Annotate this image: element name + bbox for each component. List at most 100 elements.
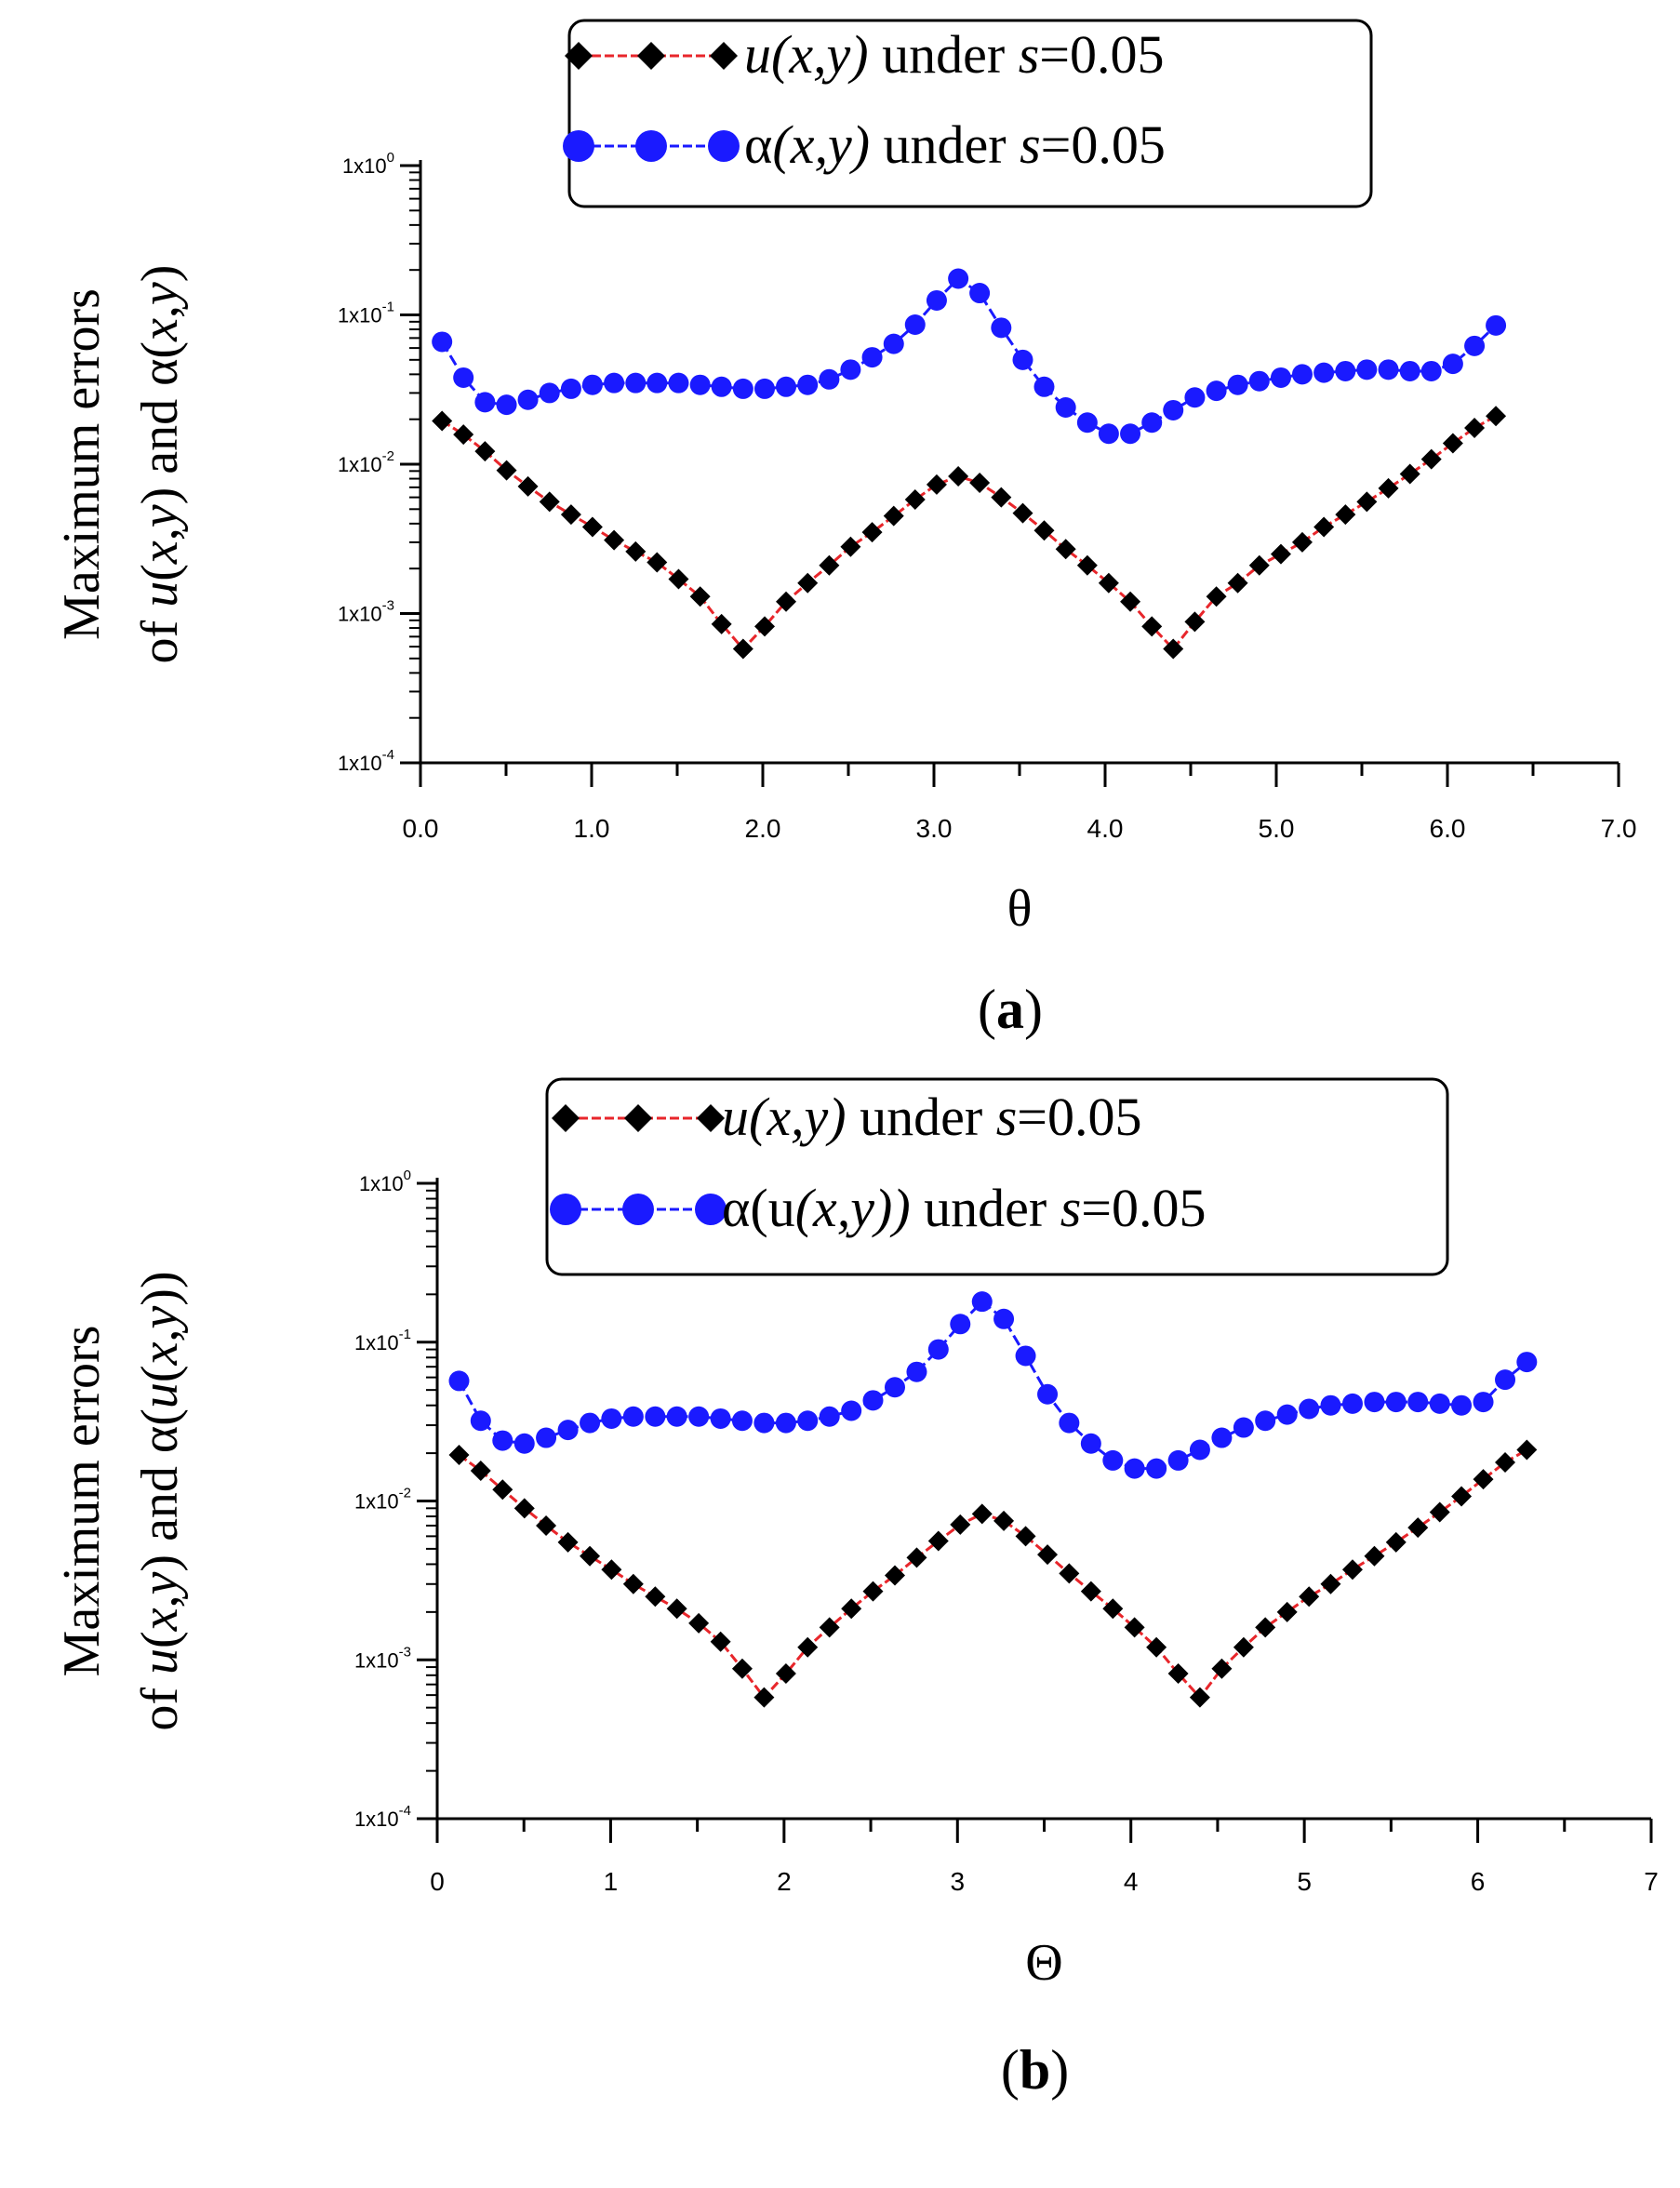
circle-point bbox=[926, 289, 947, 311]
diamond-point bbox=[1486, 406, 1507, 427]
circle-point bbox=[1320, 1394, 1341, 1416]
legend-s: s bbox=[996, 1087, 1018, 1147]
x-tick-label: 0.0 bbox=[403, 814, 439, 843]
diamond-point bbox=[560, 504, 581, 526]
diamond-point bbox=[1227, 572, 1248, 594]
y-tick-label: 1x10-1 bbox=[354, 1327, 411, 1354]
diamond-point bbox=[1495, 1452, 1516, 1474]
circle-point bbox=[448, 1370, 470, 1392]
circle-point bbox=[1080, 1433, 1101, 1454]
x-tick-label: 3.0 bbox=[916, 814, 953, 843]
circle-point bbox=[1184, 387, 1206, 408]
diamond-point bbox=[1055, 539, 1076, 560]
ylabel-prefix: of bbox=[131, 1674, 189, 1731]
y-axis-label-line2: of u(x,y) and α(x,y) bbox=[131, 265, 189, 664]
y-tick-exponent: 0 bbox=[387, 150, 394, 166]
legend-circle bbox=[695, 1194, 727, 1225]
diamond-point bbox=[819, 1617, 840, 1638]
legend-args: (x,y) bbox=[771, 24, 869, 85]
ylabel-comma: , bbox=[131, 527, 189, 540]
y-tick-base: 1x10 bbox=[338, 304, 382, 327]
circle-point bbox=[840, 359, 861, 380]
diamond-point bbox=[991, 487, 1012, 508]
diamond-point bbox=[1037, 1544, 1059, 1566]
circle-point bbox=[1407, 1392, 1429, 1413]
panel-label: (b) bbox=[1001, 2039, 1069, 2101]
y-tick-label: 1x10-2 bbox=[354, 1486, 411, 1514]
diamond-point bbox=[1015, 1526, 1036, 1547]
diamond-point bbox=[604, 529, 625, 551]
legend-s: s bbox=[1020, 114, 1041, 175]
x-tick-label: 2 bbox=[777, 1867, 792, 1896]
y-axis-label-line1: Maximum errors bbox=[53, 1326, 111, 1677]
legend-diamond bbox=[697, 1104, 725, 1132]
diamond-point bbox=[580, 1545, 601, 1567]
circle-point bbox=[536, 1427, 557, 1448]
diamond-point bbox=[453, 424, 474, 446]
diamond-point bbox=[926, 474, 947, 495]
diamond-point bbox=[1429, 1501, 1450, 1523]
panel-label: (a) bbox=[978, 979, 1043, 1040]
panel-b: 0 1 2 3 4 5 6 71x1001x10-11x10-21x10-31x10-4Θ(b… bbox=[53, 1077, 1659, 2101]
diamond-point bbox=[1442, 433, 1463, 454]
diamond-point bbox=[496, 460, 517, 481]
circle-point bbox=[513, 1433, 535, 1454]
circle-point bbox=[904, 314, 926, 336]
circle-point bbox=[1473, 1392, 1494, 1413]
y-tick-base: 1x10 bbox=[354, 1331, 399, 1354]
circle-point bbox=[1378, 359, 1399, 380]
ylabel-u: u bbox=[131, 1648, 189, 1674]
circle-point bbox=[1356, 359, 1378, 380]
y-tick-label: 1x10-1 bbox=[338, 300, 394, 327]
panel-a: 0.0 1.0 2.0 3.0 4.0 5.0 6.0 7.01x1001x10-11x10-… bbox=[53, 19, 1637, 1040]
circle-point bbox=[754, 378, 776, 399]
legend-fn: u bbox=[744, 24, 771, 85]
circle-point bbox=[539, 382, 560, 404]
legend-args: (x,y) bbox=[772, 114, 870, 175]
circle-point bbox=[861, 347, 883, 368]
circle-point bbox=[1033, 376, 1055, 397]
circle-point bbox=[1464, 335, 1486, 356]
x-tick-label: 5 bbox=[1297, 1867, 1312, 1896]
circle-point bbox=[819, 1406, 840, 1427]
ylabel-end: )) bbox=[131, 1271, 189, 1305]
x-tick-label: 7.0 bbox=[1601, 814, 1637, 843]
ylabel-paren: ( bbox=[131, 564, 189, 581]
ylabel-y: y bbox=[131, 1571, 189, 1599]
legend-value: =0.05 bbox=[1039, 24, 1164, 85]
y-tick-exponent: -2 bbox=[399, 1486, 411, 1501]
diamond-point bbox=[1248, 554, 1270, 576]
ylabel-x: x bbox=[131, 1608, 189, 1632]
diamond-point bbox=[647, 552, 668, 573]
diamond-point bbox=[1163, 638, 1184, 660]
circle-point bbox=[841, 1400, 862, 1421]
circle-point bbox=[991, 317, 1012, 339]
diamond-point bbox=[622, 1573, 644, 1594]
circle-point bbox=[1189, 1439, 1210, 1461]
diamond-point bbox=[1364, 1545, 1385, 1567]
diamond-point bbox=[1385, 1531, 1407, 1553]
legend-circle bbox=[550, 1194, 581, 1225]
circle-point bbox=[906, 1361, 927, 1382]
legend-diamond bbox=[552, 1104, 580, 1132]
circle-point bbox=[1055, 396, 1076, 418]
legend-circle bbox=[708, 130, 740, 162]
circle-point bbox=[666, 1406, 687, 1427]
circle-point bbox=[1313, 362, 1335, 383]
y-tick-label: 1x10-3 bbox=[338, 598, 394, 626]
y-tick-base: 1x10 bbox=[338, 453, 382, 476]
panel-label-open: ( bbox=[978, 979, 996, 1040]
circle-point bbox=[775, 1412, 796, 1434]
y-tick-base: 1x10 bbox=[338, 603, 382, 626]
circle-point bbox=[496, 394, 517, 416]
legend-label: u(x,y) under s=0.05 bbox=[744, 24, 1164, 85]
y-tick-label: 1x10-2 bbox=[338, 448, 394, 476]
y-tick-exponent: -3 bbox=[382, 598, 394, 614]
diamond-point bbox=[1211, 1658, 1233, 1679]
legend-label: α(x,y) under s=0.05 bbox=[744, 114, 1166, 175]
series-u bbox=[448, 1439, 1538, 1708]
diamond-point bbox=[1451, 1486, 1473, 1507]
legend-label: u(x,y) under s=0.05 bbox=[722, 1087, 1141, 1147]
circle-point bbox=[927, 1339, 949, 1360]
diamond-point bbox=[711, 613, 732, 634]
